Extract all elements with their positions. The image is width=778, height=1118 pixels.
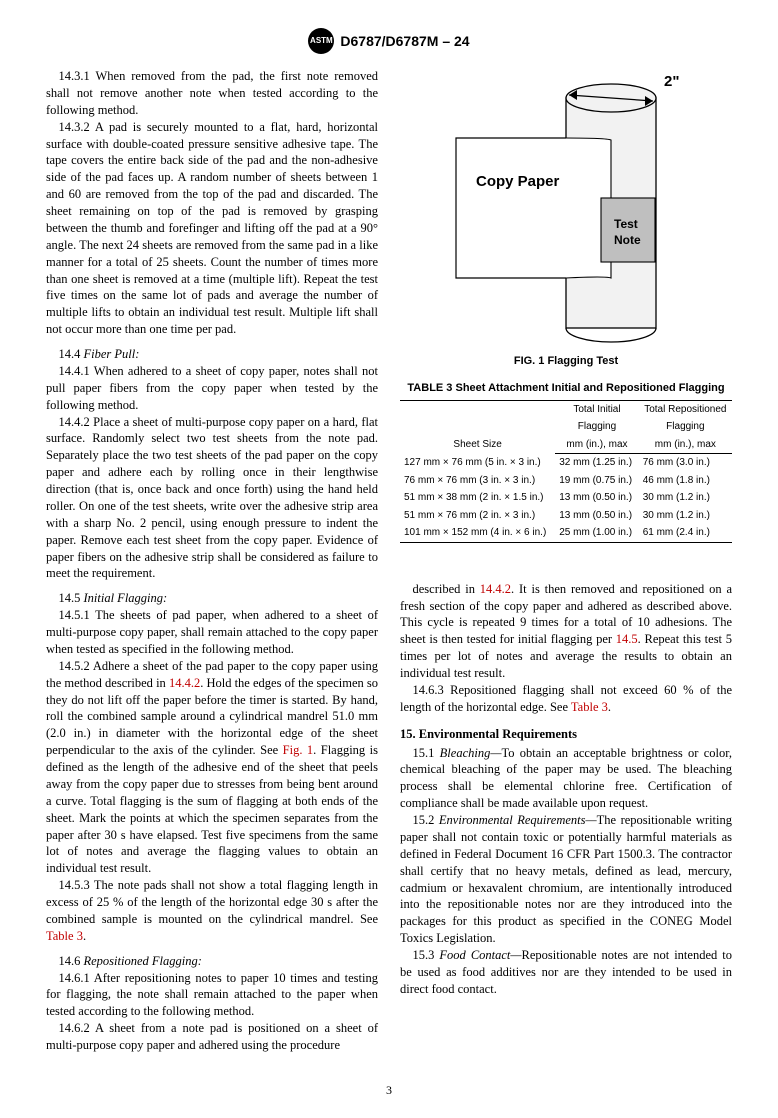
two-column-layout: 14.3.1 When removed from the pad, the fi…: [46, 68, 732, 1054]
col-repo-2: Flagging: [639, 418, 732, 436]
cell: 25 mm (1.00 in.): [555, 524, 638, 542]
text: .: [83, 929, 86, 943]
crossref-14-4-2[interactable]: 14.4.2: [480, 582, 511, 596]
section-title: Fiber Pull:: [84, 347, 140, 361]
section-14-4: 14.4 Fiber Pull:: [46, 346, 378, 363]
right-column: 2" Copy Paper Test Note FIG. 1 Flagging …: [400, 68, 732, 1054]
section-number: 14.6: [59, 954, 81, 968]
lead-number: 15.2: [413, 813, 439, 827]
section-14-6: 14.6 Repositioned Flagging:: [46, 953, 378, 970]
para-14-6-1: 14.6.1 After repositioning notes to pape…: [46, 970, 378, 1021]
crossref-14-5[interactable]: 14.5: [616, 632, 638, 646]
text: . Flagging is defined as the length of t…: [46, 743, 378, 875]
crossref-table-3[interactable]: Table 3: [571, 700, 608, 714]
test-note-label-2: Note: [614, 233, 641, 247]
cell: 51 mm × 38 mm (2 in. × 1.5 in.): [400, 489, 555, 507]
text: 14.6.3 Repositioned flagging shall not e…: [400, 683, 732, 714]
cell: 30 mm (1.2 in.): [639, 489, 732, 507]
crossref-table-3[interactable]: Table 3: [46, 929, 83, 943]
run-in-title: Food Contact—: [439, 948, 521, 962]
text: .: [608, 700, 611, 714]
section-number: 14.5: [59, 591, 81, 605]
lead-number: 15.3: [413, 948, 440, 962]
cell: 19 mm (0.75 in.): [555, 472, 638, 490]
col-sheet-size: Sheet Size: [400, 400, 555, 454]
section-number: 14.4: [59, 347, 81, 361]
para-15-2: 15.2 Environmental Requirements—The repo…: [400, 812, 732, 947]
text: The repositionable writing paper shall n…: [400, 813, 732, 945]
table-3: Sheet Size Total Initial Total Repositio…: [400, 400, 732, 543]
para-14-5-3: 14.5.3 The note pads shall not show a to…: [46, 877, 378, 945]
para-14-4-1: 14.4.1 When adhered to a sheet of copy p…: [46, 363, 378, 414]
lead-number: 15.1: [413, 746, 440, 760]
para-15-1: 15.1 Bleaching—To obtain an acceptable b…: [400, 745, 732, 813]
col-init-2: Flagging: [555, 418, 638, 436]
text: 14.5.3 The note pads shall not show a to…: [46, 878, 378, 926]
col-repo-3: mm (in.), max: [639, 436, 732, 454]
figure-1: 2" Copy Paper Test Note: [446, 68, 686, 348]
para-14-5-2: 14.5.2 Adhere a sheet of the pad paper t…: [46, 658, 378, 877]
col-init-1: Total Initial: [555, 400, 638, 418]
cell: 51 mm × 76 mm (2 in. × 3 in.): [400, 507, 555, 525]
cell: 101 mm × 152 mm (4 in. × 6 in.): [400, 524, 555, 542]
para-14-3-1: 14.3.1 When removed from the pad, the fi…: [46, 68, 378, 119]
copy-paper-label: Copy Paper: [476, 173, 560, 190]
section-15: 15. Environmental Requirements: [400, 726, 732, 743]
figure-1-caption: FIG. 1 Flagging Test: [400, 354, 732, 369]
crossref-14-4-2[interactable]: 14.4.2: [169, 676, 200, 690]
table-row: 76 mm × 76 mm (3 in. × 3 in.) 19 mm (0.7…: [400, 472, 732, 490]
text: described in: [413, 582, 480, 596]
test-note-label-1: Test: [614, 217, 638, 231]
para-14-3-2: 14.3.2 A pad is securely mounted to a fl…: [46, 119, 378, 338]
table-row: 51 mm × 76 mm (2 in. × 3 in.) 13 mm (0.5…: [400, 507, 732, 525]
col-repo-1: Total Repositioned: [639, 400, 732, 418]
section-14-5: 14.5 Initial Flagging:: [46, 590, 378, 607]
para-14-5-1: 14.5.1 The sheets of pad paper, when adh…: [46, 607, 378, 658]
astm-logo-icon: ASTM: [308, 28, 334, 54]
page-number: 3: [46, 1082, 732, 1098]
table-row: 127 mm × 76 mm (5 in. × 3 in.) 32 mm (1.…: [400, 454, 732, 472]
designation: D6787/D6787M – 24: [340, 32, 469, 51]
section-title: Environmental Requirements: [419, 727, 577, 741]
cell: 46 mm (1.8 in.): [639, 472, 732, 490]
run-in-title: Bleaching—: [440, 746, 502, 760]
left-column: 14.3.1 When removed from the pad, the fi…: [46, 68, 378, 1054]
cell: 32 mm (1.25 in.): [555, 454, 638, 472]
para-14-6-2: 14.6.2 A sheet from a note pad is positi…: [46, 1020, 378, 1054]
cell: 76 mm × 76 mm (3 in. × 3 in.): [400, 472, 555, 490]
para-14-6-3: 14.6.3 Repositioned flagging shall not e…: [400, 682, 732, 716]
cell: 61 mm (2.4 in.): [639, 524, 732, 542]
section-title: Repositioned Flagging:: [84, 954, 202, 968]
cell: 127 mm × 76 mm (5 in. × 3 in.): [400, 454, 555, 472]
para-15-3: 15.3 Food Contact—Repositionable notes a…: [400, 947, 732, 998]
table-row: 101 mm × 152 mm (4 in. × 6 in.) 25 mm (1…: [400, 524, 732, 542]
page: ASTM D6787/D6787M – 24 14.3.1 When remov…: [0, 0, 778, 1118]
para-14-4-2: 14.4.2 Place a sheet of multi-purpose co…: [46, 414, 378, 583]
table-3-title: TABLE 3 Sheet Attachment Initial and Rep…: [400, 381, 732, 396]
page-header: ASTM D6787/D6787M – 24: [46, 28, 732, 54]
cell: 76 mm (3.0 in.): [639, 454, 732, 472]
table-row: 51 mm × 38 mm (2 in. × 1.5 in.) 13 mm (0…: [400, 489, 732, 507]
col-init-3: mm (in.), max: [555, 436, 638, 454]
section-title: Initial Flagging:: [84, 591, 168, 605]
section-number: 15.: [400, 727, 416, 741]
run-in-title: Environmental Requirements—: [439, 813, 597, 827]
cell: 13 mm (0.50 in.): [555, 489, 638, 507]
crossref-fig-1[interactable]: Fig. 1: [283, 743, 314, 757]
cell: 13 mm (0.50 in.): [555, 507, 638, 525]
para-14-6-2-cont: described in 14.4.2. It is then removed …: [400, 581, 732, 682]
dimension-label: 2": [664, 73, 679, 90]
cell: 30 mm (1.2 in.): [639, 507, 732, 525]
